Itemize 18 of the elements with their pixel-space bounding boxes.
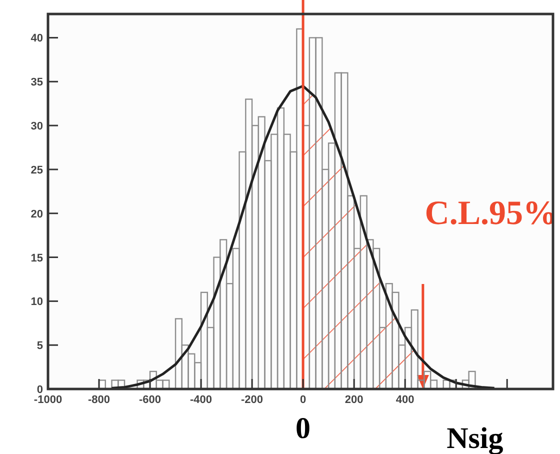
x-tick-label: -200: [241, 394, 264, 406]
x-tick-label: -1000: [34, 394, 62, 406]
x-tick-label: 400: [396, 394, 414, 406]
y-tick-label: 30: [30, 120, 43, 133]
x-tick-label: 200: [344, 394, 364, 406]
x-tick-label: -600: [139, 394, 162, 406]
y-tick-label: 20: [30, 208, 43, 220]
x-tick-label: 0: [300, 394, 306, 406]
band-label: C.L.95%: [424, 195, 557, 232]
y-tick-label: 35: [30, 76, 43, 89]
y-tick-label: 40: [30, 32, 43, 45]
y-tick-label: 15: [30, 252, 43, 264]
y-tick-label: 5: [36, 340, 43, 352]
y-tick-label: 0: [36, 384, 43, 396]
x-tick-label: -400: [190, 394, 212, 406]
x-tick-label: -800: [88, 394, 110, 406]
y-tick-label: 10: [30, 296, 43, 308]
y-tick-label: 25: [30, 164, 43, 176]
